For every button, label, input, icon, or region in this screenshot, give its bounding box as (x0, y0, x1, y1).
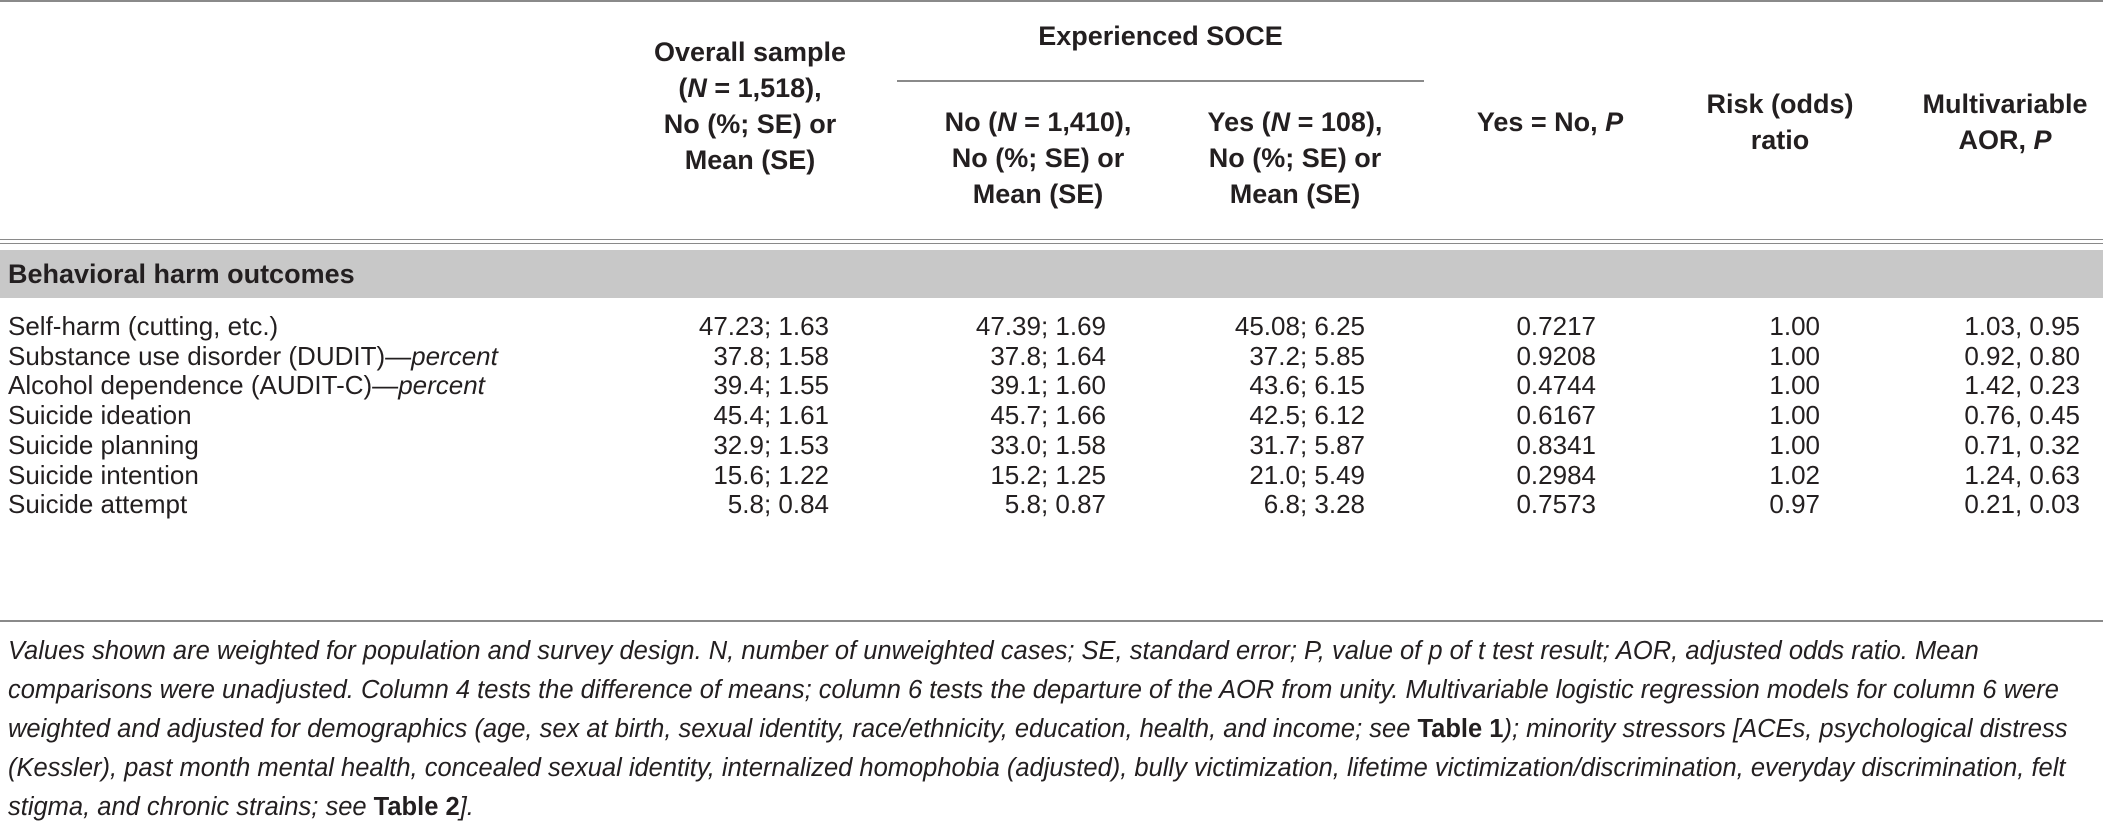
header-group-rule (897, 80, 1424, 82)
cell-yes-equals-no-p: 0.4744 (1516, 370, 1596, 401)
cell-yes-equals-no-p: 0.6167 (1516, 400, 1596, 431)
cell-risk-ratio: 1.00 (1769, 400, 1820, 431)
cell-risk-ratio: 1.00 (1769, 311, 1820, 341)
cell-overall: 37.8; 1.58 (713, 340, 829, 371)
cell-aor-p: 1.42, 0.23 (1964, 370, 2080, 401)
cell-soce-no: 15.2; 1.25 (990, 459, 1106, 490)
cell-soce-yes: 45.08; 6.25 (1234, 311, 1365, 341)
table-row: Suicide intention 15.6; 1.22 15.2; 1.25 21.… (0, 455, 2103, 495)
header-bottom-rule-2 (0, 243, 2103, 244)
cell-soce-no: 5.8; 0.87 (1004, 489, 1106, 520)
cell-aor-p: 0.76, 0.45 (1964, 400, 2080, 431)
cell-aor-p: 0.92, 0.80 (1964, 340, 2080, 371)
row-label: Substance use disorder (DUDIT)—percent (8, 340, 498, 371)
table-top-rule (0, 0, 2103, 2)
footnote-text-3: ]. (459, 793, 474, 821)
table-row: Alcohol dependence (AUDIT-C)—percent 39.4… (0, 365, 2103, 405)
table-row: Suicide attempt 5.8; 0.84 5.8; 0.87 6.8; 3.… (0, 484, 2103, 524)
cell-risk-ratio: 0.97 (1769, 489, 1820, 520)
cell-risk-ratio: 1.00 (1769, 340, 1820, 371)
cell-soce-no: 45.7; 1.66 (990, 400, 1106, 431)
table-row: Suicide planning 32.9; 1.53 33.0; 1.58 31.7… (0, 425, 2103, 465)
cell-risk-ratio: 1.02 (1769, 459, 1820, 490)
table-footnote: Values shown are weighted for population… (8, 632, 2093, 827)
cell-soce-no: 33.0; 1.58 (990, 429, 1106, 460)
cell-risk-ratio: 1.00 (1769, 370, 1820, 401)
header-multivariable-aor: Multivariable AOR, P (1922, 89, 2088, 155)
cell-aor-p: 0.21, 0.03 (1964, 489, 2080, 520)
footnote-text-2: ); minority stressors [ACEs, psychologic… (8, 715, 2068, 821)
cell-soce-yes: 42.5; 6.12 (1249, 400, 1365, 431)
header-bottom-rule (0, 239, 2103, 240)
row-label: Suicide ideation (8, 400, 192, 431)
table-bottom-rule (0, 620, 2103, 622)
row-label: Suicide attempt (8, 489, 188, 520)
cell-overall: 32.9; 1.53 (713, 429, 829, 460)
cell-yes-equals-no-p: 0.7217 (1516, 311, 1596, 341)
cell-soce-yes: 37.2; 5.85 (1249, 340, 1365, 371)
cell-aor-p: 1.24, 0.63 (1964, 459, 2080, 490)
row-label: Suicide planning (8, 429, 199, 460)
cell-overall: 45.4; 1.61 (713, 400, 829, 431)
header-experienced-soce: Experienced SOCE (1038, 21, 1283, 51)
cell-risk-ratio: 1.00 (1769, 429, 1820, 460)
cell-overall: 5.8; 0.84 (727, 489, 829, 520)
section-title: Behavioral harm outcomes (8, 259, 355, 289)
table-row: Self-harm (cutting, etc.) 47.23; 1.63 47.3… (0, 306, 2103, 346)
header-risk-odds-ratio: Risk (odds) ratio (1706, 89, 1854, 155)
cell-overall: 47.23; 1.63 (698, 311, 829, 341)
cell-soce-yes: 43.6; 6.15 (1249, 370, 1365, 401)
section-band (0, 250, 2103, 298)
cell-soce-no: 39.1; 1.60 (990, 370, 1106, 401)
table-row: Suicide ideation 45.4; 1.61 45.7; 1.66 42.5… (0, 395, 2103, 435)
row-label: Alcohol dependence (AUDIT-C)—percent (8, 370, 485, 401)
footnote-text-1: Values shown are weighted for population… (8, 637, 2059, 743)
header-soce-yes: Yes (N = 108), No (%; SE) or Mean (SE) (1207, 107, 1383, 209)
cell-soce-no: 47.39; 1.69 (975, 311, 1106, 341)
cell-yes-equals-no-p: 0.9208 (1516, 340, 1596, 371)
footnote-table-1-ref[interactable]: Table 1 (1417, 715, 1504, 743)
cell-overall: 15.6; 1.22 (713, 459, 829, 490)
cell-yes-equals-no-p: 0.7573 (1516, 489, 1596, 520)
cell-soce-yes: 6.8; 3.28 (1263, 489, 1365, 520)
cell-yes-equals-no-p: 0.8341 (1516, 429, 1596, 460)
cell-soce-no: 37.8; 1.64 (990, 340, 1106, 371)
footnote-table-2-ref[interactable]: Table 2 (373, 793, 460, 821)
cell-soce-yes: 21.0; 5.49 (1249, 459, 1365, 490)
cell-overall: 39.4; 1.55 (713, 370, 829, 401)
row-label: Self-harm (cutting, etc.) (8, 311, 279, 341)
header-overall-sample: Overall sample (N = 1,518), No (%; SE) o… (653, 37, 847, 175)
row-label: Suicide intention (8, 459, 199, 490)
cell-soce-yes: 31.7; 5.87 (1249, 429, 1365, 460)
header-yes-equals-no-p: Yes = No, P (1476, 107, 1624, 137)
table-row: Substance use disorder (DUDIT)—percent 37… (0, 336, 2103, 376)
cell-aor-p: 0.71, 0.32 (1964, 429, 2080, 460)
cell-aor-p: 1.03, 0.95 (1964, 311, 2080, 341)
header-soce-no: No (N = 1,410), No (%; SE) or Mean (SE) (944, 107, 1132, 209)
cell-yes-equals-no-p: 0.2984 (1516, 459, 1596, 490)
